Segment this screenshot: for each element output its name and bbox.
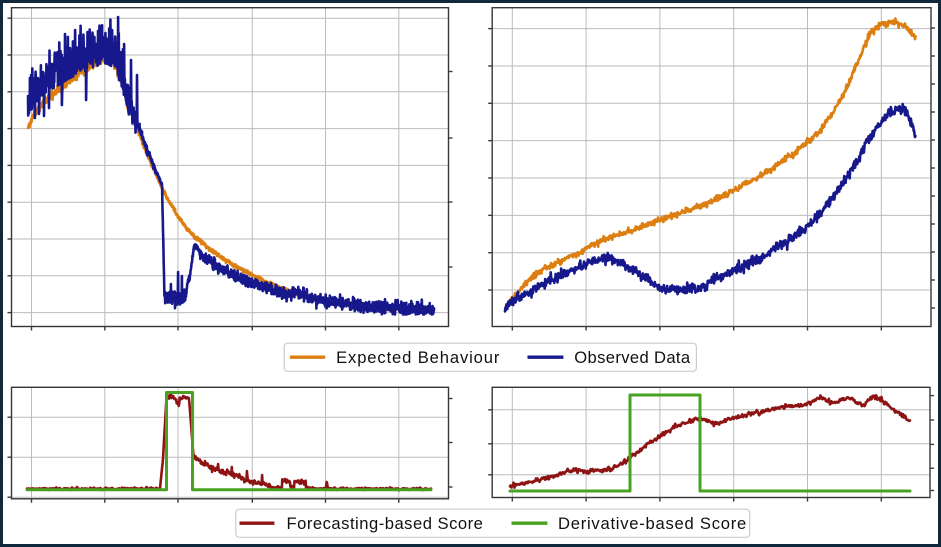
svg-text:Expected Behaviour: Expected Behaviour — [336, 348, 500, 367]
svg-text:Forecasting-based Score: Forecasting-based Score — [287, 514, 484, 533]
svg-text:Observed Data: Observed Data — [574, 348, 691, 367]
svg-text:Derivative-based Score: Derivative-based Score — [558, 514, 747, 533]
